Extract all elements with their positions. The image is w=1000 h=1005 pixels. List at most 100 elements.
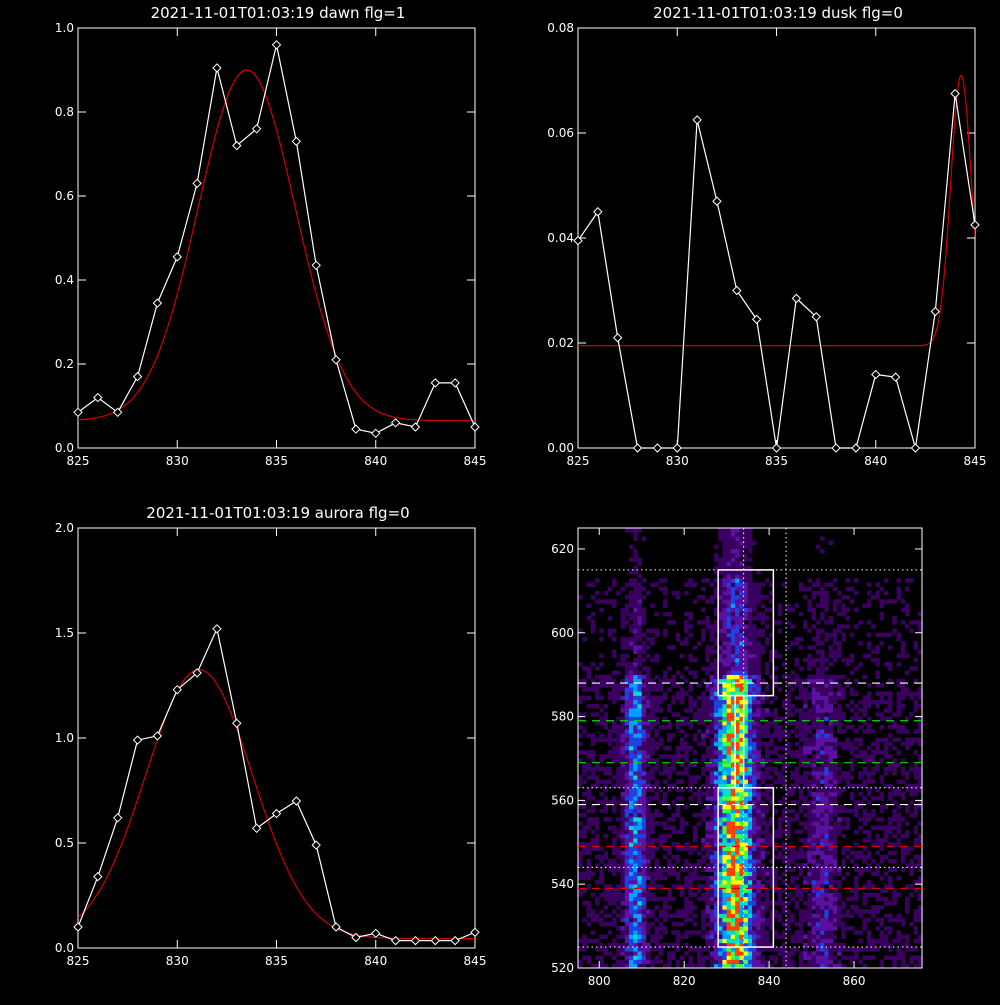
heatmap-cell xyxy=(726,917,732,923)
heatmap-cell xyxy=(624,934,630,939)
heatmap-cell xyxy=(883,766,889,772)
heatmap-cell xyxy=(879,695,885,701)
heatmap-cell xyxy=(735,745,740,751)
heatmap-cell xyxy=(913,762,919,768)
heatmap-cell xyxy=(726,963,732,969)
heatmap-cell xyxy=(654,955,659,960)
x-tick-label: 840 xyxy=(364,454,387,468)
heatmap-cell xyxy=(620,729,626,734)
heatmap-cell xyxy=(739,641,744,646)
heatmap-cells xyxy=(578,528,923,969)
heatmap-cell xyxy=(764,636,770,642)
heatmap-cell xyxy=(764,775,770,780)
heatmap-cell xyxy=(628,762,634,768)
heatmap-cell xyxy=(730,942,736,948)
heatmap-cell xyxy=(607,951,613,956)
heatmap-cell xyxy=(905,771,910,776)
heatmap-cell xyxy=(730,586,736,592)
heatmap-cell xyxy=(718,766,723,772)
heatmap-cell xyxy=(832,833,838,839)
heatmap-cell xyxy=(641,909,647,914)
heatmap-cell xyxy=(684,716,689,722)
heatmap-cell xyxy=(722,846,727,851)
heatmap-cell xyxy=(913,812,919,818)
heatmap-cell xyxy=(645,863,651,868)
heatmap-cell xyxy=(883,838,889,843)
heatmap-cell xyxy=(628,892,634,898)
heatmap-cell xyxy=(628,817,634,822)
heatmap-cell xyxy=(879,804,885,810)
heatmap-cell xyxy=(599,720,604,726)
heatmap-cell xyxy=(722,586,727,592)
heatmap-cell xyxy=(578,863,583,868)
heatmap-cell xyxy=(777,800,783,805)
heatmap-cell xyxy=(747,804,753,810)
heatmap-cell xyxy=(633,528,638,533)
heatmap-cell xyxy=(730,888,736,893)
heatmap-cell xyxy=(832,880,838,885)
heatmap-cell xyxy=(662,796,668,801)
heatmap-cell xyxy=(828,804,834,810)
heatmap-cell xyxy=(807,938,812,944)
heatmap-cell xyxy=(628,674,634,680)
heatmap-cell xyxy=(866,716,872,722)
heatmap-cell xyxy=(832,779,838,784)
heatmap-cell xyxy=(692,921,698,927)
heatmap-cell xyxy=(645,783,651,789)
heatmap-cell xyxy=(590,796,596,801)
heatmap-cell xyxy=(786,808,791,814)
heatmap-cell xyxy=(684,758,689,763)
heatmap-cell xyxy=(633,683,638,688)
heatmap-cell xyxy=(760,628,766,634)
heatmap-cell xyxy=(662,695,668,701)
heatmap-cell xyxy=(603,896,609,902)
heatmap-cell xyxy=(828,653,834,659)
heatmap-cell xyxy=(837,896,842,902)
heatmap-cell xyxy=(594,683,600,688)
heatmap-cell xyxy=(866,754,872,759)
heatmap-cell xyxy=(743,695,749,701)
heatmap-cell xyxy=(701,909,706,914)
heatmap-cell xyxy=(756,796,761,801)
heatmap-cell xyxy=(769,649,774,655)
heatmap-cell xyxy=(807,586,812,592)
heatmap-cell xyxy=(718,829,723,835)
heatmap-cell xyxy=(743,867,749,872)
heatmap-cell xyxy=(764,900,770,906)
heatmap-cell xyxy=(764,938,770,944)
heatmap-cell xyxy=(832,812,838,818)
heatmap-cell xyxy=(866,934,872,939)
heatmap-cell xyxy=(786,750,791,755)
heatmap-cell xyxy=(705,821,710,826)
heatmap-cell xyxy=(858,641,863,646)
heatmap-cell xyxy=(696,641,702,646)
heatmap-cell xyxy=(633,955,638,960)
x-tick-label: 800 xyxy=(588,974,611,988)
heatmap-cell xyxy=(722,548,727,554)
heatmap-cell xyxy=(709,825,715,831)
heatmap-cell xyxy=(888,754,893,759)
heatmap-cell xyxy=(866,683,872,688)
heatmap-cell xyxy=(654,628,659,634)
heatmap-cell xyxy=(616,737,621,743)
heatmap-cell xyxy=(862,695,868,701)
heatmap-cell xyxy=(726,775,732,780)
heatmap-cell xyxy=(815,792,821,797)
heatmap-cell xyxy=(739,528,744,533)
heatmap-cell xyxy=(735,544,740,550)
heatmap-cell xyxy=(735,599,740,604)
heatmap-cell xyxy=(726,888,732,893)
heatmap-cell xyxy=(658,771,664,776)
heatmap-cell xyxy=(586,821,592,826)
heatmap-cell xyxy=(913,787,919,793)
heatmap-cell xyxy=(628,783,634,789)
heatmap-cell xyxy=(645,854,651,860)
heatmap-cell xyxy=(718,821,723,826)
heatmap-cell xyxy=(586,913,592,919)
heatmap-cell xyxy=(756,829,761,835)
heatmap-cell xyxy=(803,934,808,939)
heatmap-cell xyxy=(637,603,643,608)
heatmap-cell xyxy=(773,955,778,960)
heatmap-cell xyxy=(820,854,825,860)
heatmap-cell xyxy=(807,771,812,776)
